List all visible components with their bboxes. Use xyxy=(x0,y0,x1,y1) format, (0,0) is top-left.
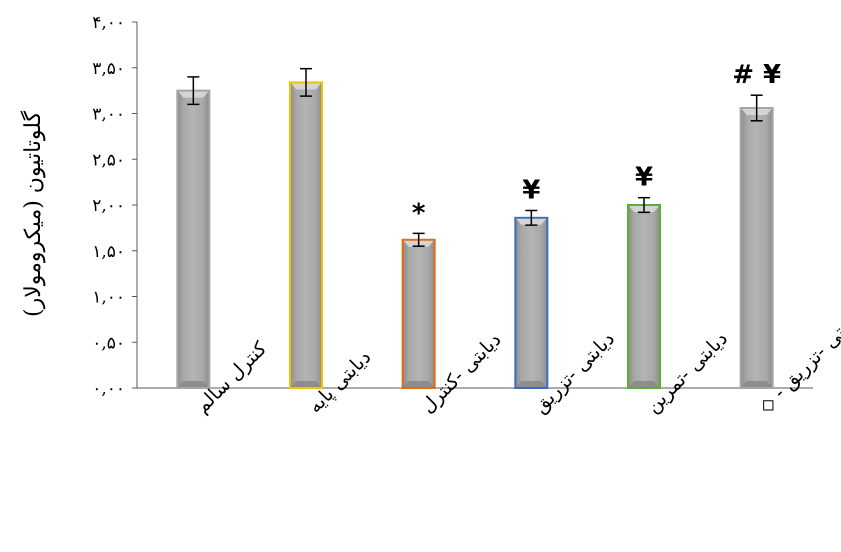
bar-bevel-bottom xyxy=(178,381,209,387)
bar-bevel-bottom xyxy=(403,381,434,387)
significance-marker: # ¥ xyxy=(732,60,781,90)
bar-bevel-bottom xyxy=(629,381,659,387)
significance-marker: * xyxy=(412,198,426,228)
bar-bevel-bottom xyxy=(291,381,321,387)
y-tick-label: ۲,۵۰ xyxy=(92,150,125,170)
y-tick-label: ۱,۰۰ xyxy=(92,288,125,308)
y-axis-label: گلوتاتیون (میکرومولار) xyxy=(20,110,46,317)
bar-bevel-bottom xyxy=(516,381,547,387)
significance-marker: ¥ xyxy=(635,163,653,193)
bar xyxy=(401,238,436,389)
y-tick-label: ۰,۵۰ xyxy=(92,333,125,353)
y-tick-label: ۳,۰۰ xyxy=(92,105,125,125)
y-tick-label: ۲,۰۰ xyxy=(92,196,125,216)
bar xyxy=(289,81,323,389)
y-tick-label: ۴,۰۰ xyxy=(92,13,125,33)
bar xyxy=(514,216,549,389)
y-tick-label: ۳,۵۰ xyxy=(92,59,125,79)
y-tick-label: ۰,۰۰ xyxy=(92,379,125,399)
bar xyxy=(739,107,774,389)
bar xyxy=(627,204,661,389)
y-tick-label: ۱,۵۰ xyxy=(92,242,125,262)
bar-bevel-bottom xyxy=(741,381,772,387)
significance-marker: ¥ xyxy=(522,175,540,205)
bar xyxy=(176,89,211,389)
